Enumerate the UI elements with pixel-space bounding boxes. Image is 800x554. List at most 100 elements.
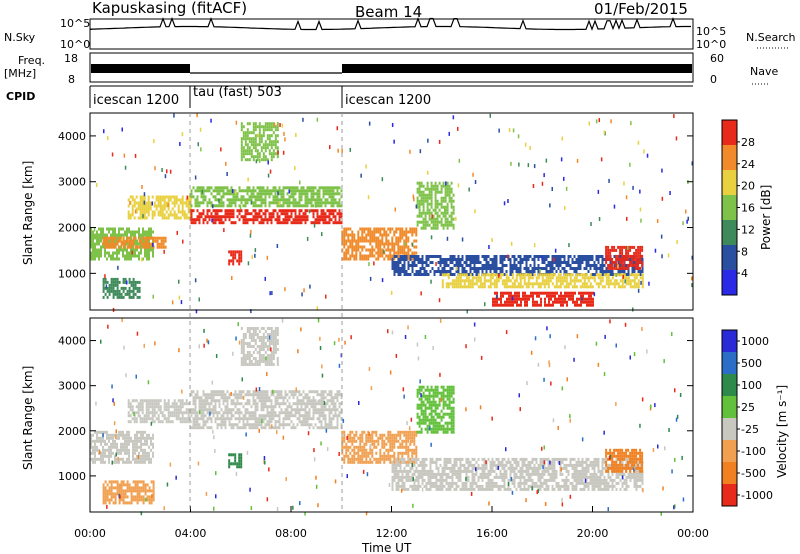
data-cell <box>143 216 146 220</box>
data-cell <box>379 245 382 249</box>
data-cell <box>226 411 229 415</box>
data-cell <box>151 414 154 418</box>
data-cell <box>147 411 150 415</box>
data-cell <box>134 248 136 252</box>
data-cell <box>142 236 145 240</box>
data-cell <box>112 433 114 437</box>
data-cell <box>300 209 303 213</box>
data-cell <box>393 255 396 258</box>
data-cell <box>163 402 166 406</box>
data-cell <box>450 217 453 221</box>
data-cell <box>236 426 239 430</box>
noise-pixel <box>527 163 530 168</box>
data-cell <box>553 267 556 270</box>
data-cell <box>619 285 622 289</box>
data-cell <box>629 263 632 267</box>
data-cell <box>328 393 331 397</box>
data-cell <box>316 218 319 222</box>
data-cell <box>434 226 437 230</box>
data-cell <box>609 270 612 273</box>
data-cell <box>535 255 538 258</box>
noise-pixel <box>629 162 631 167</box>
data-cell <box>296 218 299 222</box>
data-cell <box>511 267 514 270</box>
data-cell <box>292 402 295 406</box>
data-cell <box>440 217 443 221</box>
colorbar-swatch <box>722 220 737 245</box>
data-cell <box>452 211 455 215</box>
data-cell <box>142 230 144 234</box>
data-cell <box>152 492 155 496</box>
data-cell <box>481 273 484 277</box>
data-cell <box>444 184 447 188</box>
data-cell <box>426 211 429 215</box>
data-cell <box>286 204 289 208</box>
data-cell <box>355 248 358 252</box>
data-cell <box>340 396 343 400</box>
data-cell <box>544 291 546 295</box>
data-cell <box>286 417 289 421</box>
data-cell <box>278 405 281 409</box>
data-cell <box>589 267 592 270</box>
data-cell <box>559 279 562 283</box>
data-cell <box>139 213 142 217</box>
data-cell <box>160 239 163 243</box>
data-cell <box>254 134 257 138</box>
data-cell <box>254 215 257 219</box>
data-cell <box>224 209 227 213</box>
data-cell <box>222 192 225 196</box>
data-cell <box>242 363 245 366</box>
noise-pixel <box>173 113 175 118</box>
data-cell <box>397 258 400 261</box>
data-cell <box>92 257 94 261</box>
data-cell <box>256 345 259 348</box>
data-cell <box>134 439 136 443</box>
noise-pixel <box>517 134 520 139</box>
data-cell <box>613 285 616 289</box>
data-cell <box>157 408 160 412</box>
data-cell <box>246 128 249 132</box>
data-cell <box>260 192 263 196</box>
data-cell <box>635 251 638 255</box>
data-cell <box>264 336 267 339</box>
data-cell <box>157 399 160 403</box>
data-cell <box>421 258 424 261</box>
noise-pixel <box>495 294 498 299</box>
data-cell <box>144 460 146 464</box>
data-cell <box>148 445 150 449</box>
cpid-segment-3: icescan 1200 <box>345 93 431 108</box>
data-cell <box>513 282 516 286</box>
noise-pixel <box>220 147 222 152</box>
data-cell <box>218 393 221 397</box>
data-cell <box>481 267 484 270</box>
data-cell <box>264 146 267 150</box>
noise-pixel <box>171 300 174 305</box>
data-cell <box>334 215 337 219</box>
data-cell <box>145 405 148 409</box>
data-cell <box>266 348 269 351</box>
data-cell <box>443 267 446 270</box>
data-cell <box>284 212 287 216</box>
data-cell <box>136 486 139 490</box>
data-cell <box>110 245 113 249</box>
data-cell <box>138 280 141 284</box>
data-cell <box>294 186 297 190</box>
data-cell <box>314 411 317 415</box>
data-cell <box>136 239 138 243</box>
data-cell <box>90 242 92 246</box>
data-cell <box>508 294 510 298</box>
data-cell <box>194 218 197 222</box>
data-cell <box>262 134 265 138</box>
data-cell <box>581 282 584 286</box>
data-cell <box>304 204 307 208</box>
data-cell <box>138 230 140 234</box>
data-cell <box>334 198 337 202</box>
data-cell <box>579 273 582 277</box>
data-cell <box>284 209 287 213</box>
data-cell <box>152 433 154 437</box>
data-cell <box>92 236 94 240</box>
noise-pixel <box>394 207 396 212</box>
data-cell <box>258 189 261 193</box>
data-cell <box>234 393 237 397</box>
data-cell <box>369 248 372 252</box>
